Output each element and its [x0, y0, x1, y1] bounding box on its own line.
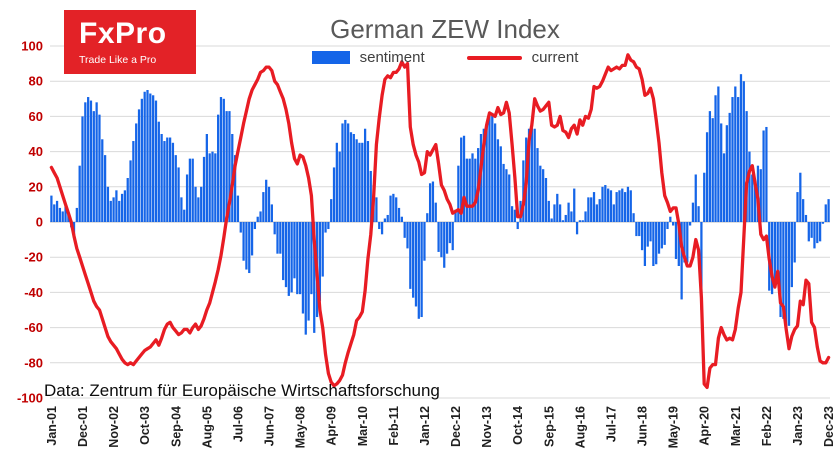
svg-text:Jan-23: Jan-23 — [791, 406, 805, 446]
svg-text:Oct-03: Oct-03 — [138, 406, 152, 445]
chart-title: German ZEW Index — [330, 14, 560, 44]
svg-text:-20: -20 — [24, 250, 43, 265]
svg-text:Nov-02: Nov-02 — [107, 406, 121, 448]
svg-text:-100: -100 — [17, 391, 43, 406]
svg-text:Mar-21: Mar-21 — [729, 406, 743, 446]
chart-legend: sentiment current — [55, 49, 835, 66]
fxpro-logo-text: FxPro — [79, 16, 167, 50]
svg-text:Feb-22: Feb-22 — [760, 406, 774, 446]
svg-text:Apr-20: Apr-20 — [698, 406, 712, 446]
legend-current-label: current — [531, 49, 579, 66]
svg-text:Oct-14: Oct-14 — [511, 406, 525, 445]
svg-text:May-19: May-19 — [667, 406, 681, 448]
svg-text:Aug-05: Aug-05 — [200, 406, 214, 448]
svg-text:Apr-09: Apr-09 — [325, 406, 339, 446]
svg-text:-40: -40 — [24, 285, 43, 300]
svg-text:Jan-01: Jan-01 — [45, 406, 59, 446]
legend-sentiment-label: sentiment — [359, 49, 425, 66]
fxpro-logo: FxPro Trade Like a Pro — [64, 10, 196, 74]
svg-text:Jul-06: Jul-06 — [231, 406, 245, 442]
svg-text:-80: -80 — [24, 355, 43, 370]
svg-text:0: 0 — [36, 215, 43, 230]
legend-current-swatch — [466, 55, 522, 60]
svg-text:Mar-10: Mar-10 — [356, 406, 370, 446]
svg-text:Jan-12: Jan-12 — [418, 406, 432, 446]
fxpro-logo-tagline: Trade Like a Pro — [79, 53, 157, 66]
svg-text:Sep-04: Sep-04 — [169, 406, 183, 447]
svg-text:100: 100 — [21, 39, 43, 54]
svg-text:Jul-17: Jul-17 — [604, 406, 618, 442]
svg-text:20: 20 — [29, 179, 43, 194]
legend-sentiment-swatch — [311, 51, 350, 64]
svg-text:Aug-16: Aug-16 — [573, 406, 587, 448]
svg-text:Sep-15: Sep-15 — [542, 406, 556, 447]
svg-text:80: 80 — [29, 74, 43, 89]
svg-text:-60: -60 — [24, 320, 43, 335]
svg-text:Nov-13: Nov-13 — [480, 406, 494, 448]
data-source-note: Data: Zentrum für Europäische Wirtschaft… — [44, 381, 440, 400]
svg-text:Jun-07: Jun-07 — [263, 406, 277, 446]
svg-text:Feb-11: Feb-11 — [387, 406, 401, 446]
svg-text:60: 60 — [29, 109, 43, 124]
svg-text:Dec-01: Dec-01 — [76, 406, 90, 447]
svg-text:Jun-18: Jun-18 — [636, 406, 650, 446]
svg-text:40: 40 — [29, 144, 43, 159]
svg-text:May-08: May-08 — [294, 406, 308, 448]
svg-text:Dec-23: Dec-23 — [822, 406, 835, 447]
svg-text:Dec-12: Dec-12 — [449, 406, 463, 447]
